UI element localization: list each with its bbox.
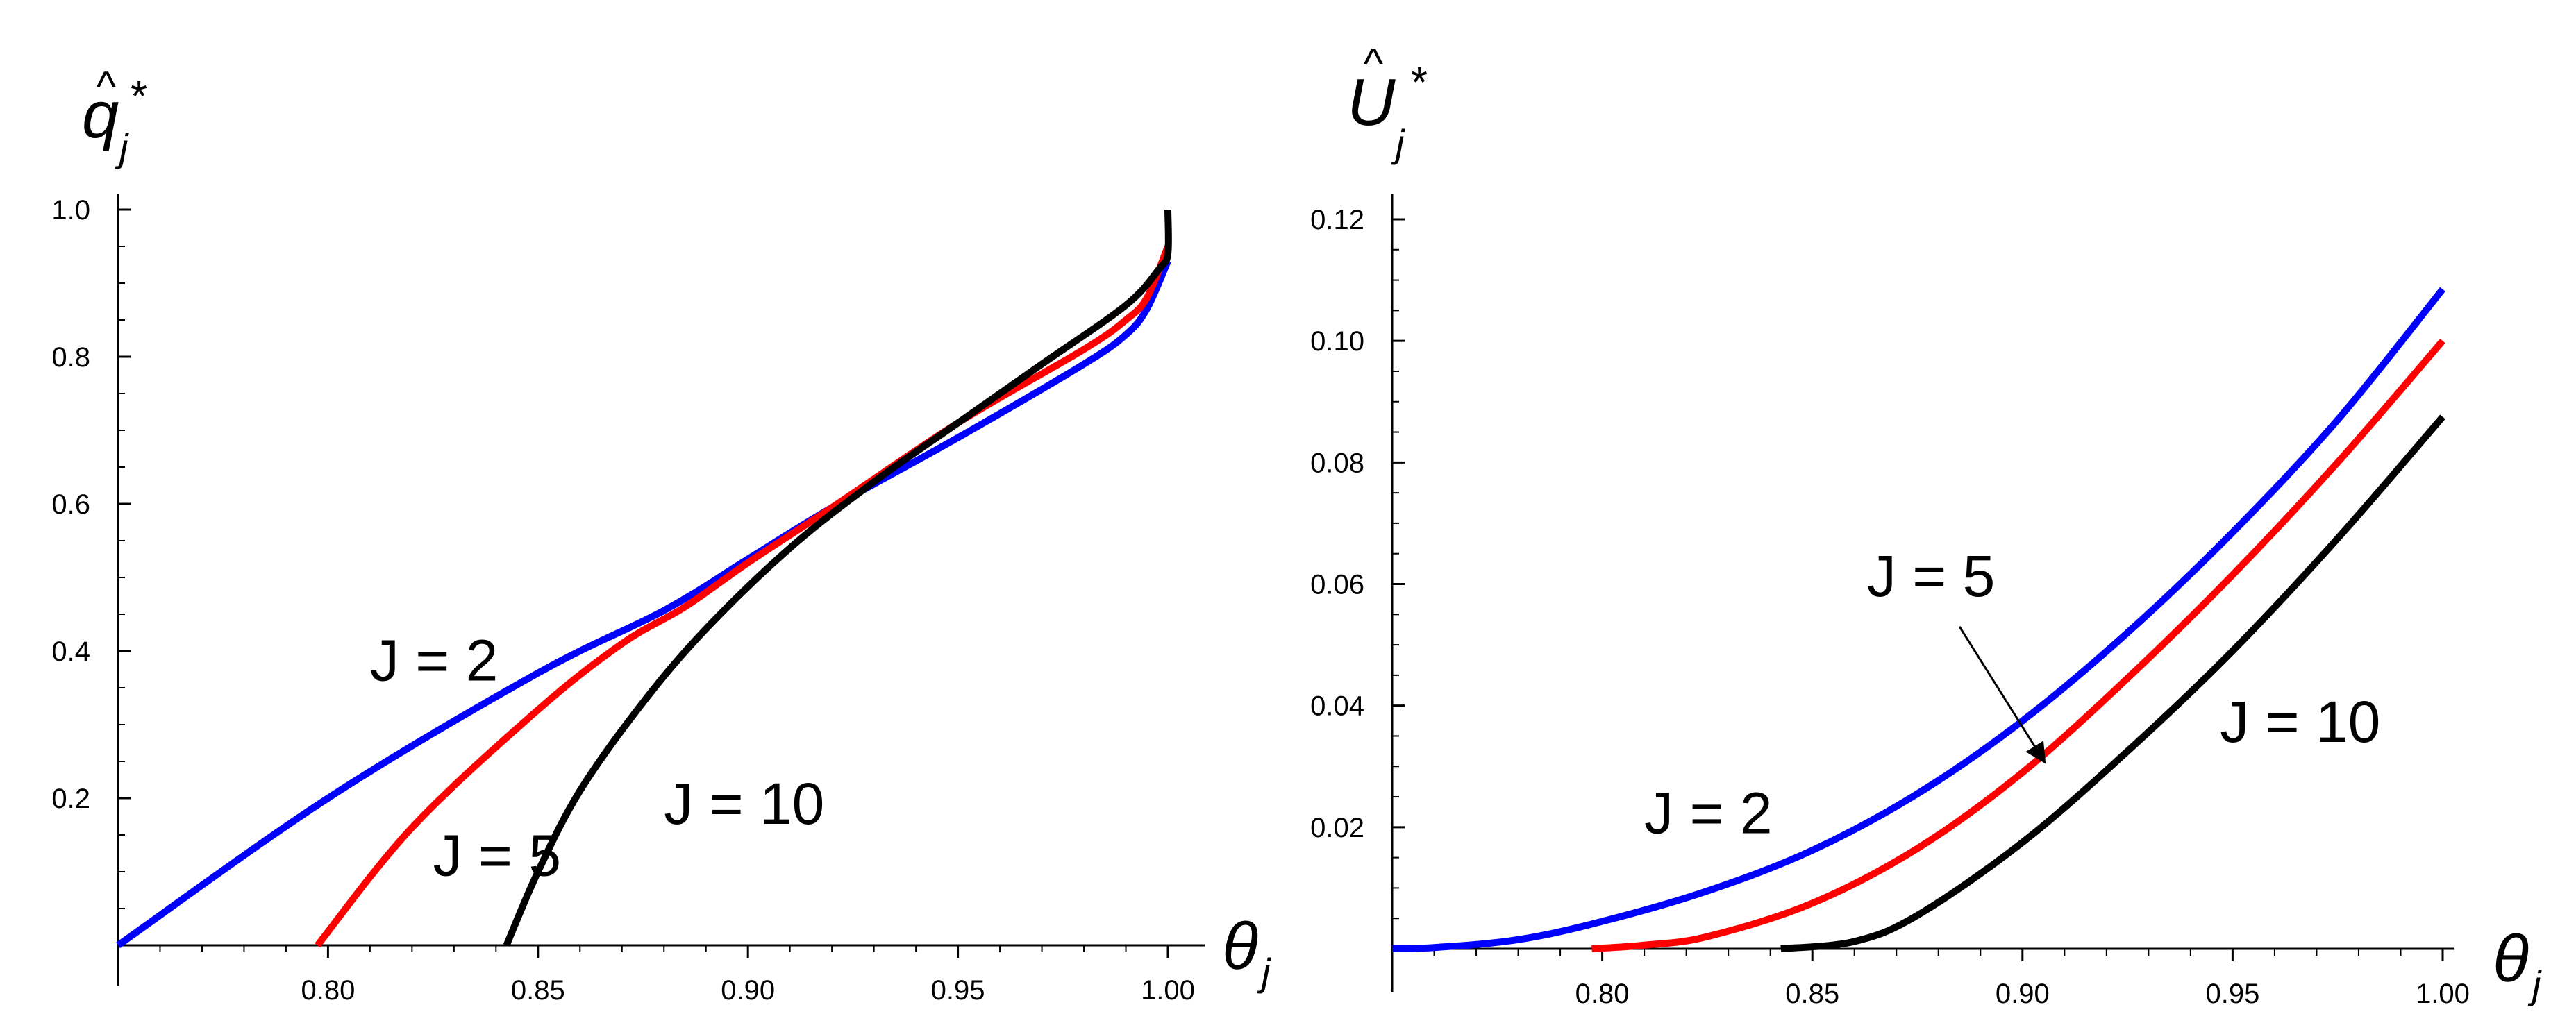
y-tick-label: 1.0	[51, 195, 90, 226]
curve-label: J = 2	[370, 627, 498, 693]
y-tick-label: 0.2	[51, 784, 90, 814]
y-tick-label: 0.12	[1310, 205, 1364, 235]
curve-label: J = 10	[664, 771, 824, 836]
y-axis-title-hat: ^	[1363, 40, 1383, 87]
y-axis-title-star: *	[1411, 59, 1428, 107]
y-tick-label: 0.06	[1310, 570, 1364, 600]
x-axis-title-main: θ	[2493, 922, 2529, 996]
y-tick-label: 0.02	[1310, 813, 1364, 843]
y-tick-label: 0.10	[1310, 326, 1364, 357]
y-tick-label: 0.4	[51, 636, 90, 667]
axis-ticks	[118, 208, 1169, 958]
annotation-arrow	[1958, 626, 2046, 764]
y-tick-label: 0.6	[51, 489, 90, 520]
series-line-j=10	[503, 209, 1172, 947]
x-tick-label: 0.90	[721, 975, 775, 1006]
x-tick-label: 0.85	[1785, 979, 1839, 1009]
x-tick-label: 0.80	[1575, 979, 1630, 1009]
y-tick-label: 0.8	[51, 342, 90, 373]
series-line-j=2	[116, 260, 1171, 949]
y-axis-title-main: U	[1347, 65, 1396, 140]
x-tick-label: 1.00	[2416, 979, 2470, 1009]
x-tick-label: 0.95	[931, 975, 985, 1006]
y-axis-title: U ^ * j	[1347, 40, 1428, 165]
curve-label: J = 2	[1644, 781, 1772, 846]
series-line-j=5	[315, 245, 1171, 948]
y-axis-title-main: q	[82, 78, 119, 152]
curve-label: J = 5	[433, 822, 561, 888]
x-tick-label: 0.95	[2205, 979, 2259, 1009]
y-tick-label: 0.04	[1310, 691, 1364, 722]
x-axis-title-sub: j	[2527, 963, 2542, 1006]
tick-labels: 0.80 0.85 0.90 0.95 1.00 0.02 0.04 0.06 0.08 0.10…	[1310, 205, 2470, 1009]
curve-labels: J = 2 J = 5 J = 10	[370, 627, 825, 888]
x-axis-title-sub: j	[1257, 950, 1271, 994]
x-tick-label: 1.00	[1141, 975, 1195, 1006]
y-axis-title-star: *	[131, 73, 147, 121]
chart-u-hat: U ^ * j θ j 0.80 0.85 0.90 0.95 1.00 0.02 0.04…	[1310, 40, 2542, 1009]
chart-q-hat: q ^ * j θ j 0.80 0.85 0.90 0.95 1.000.20.40.…	[51, 63, 1271, 1006]
series-lines	[1391, 287, 2445, 952]
x-axis-title: θ j	[2493, 922, 2542, 1006]
y-tick-label: 0.08	[1310, 448, 1364, 478]
x-axis-title-main: θ	[1222, 909, 1258, 983]
y-axis-title: q ^ * j	[82, 63, 147, 169]
curve-label: J = 10	[2220, 689, 2380, 754]
tick-labels: 0.80 0.85 0.90 0.95 1.00 0.2 0.4 0.6 0.8 1.0	[51, 195, 1195, 1006]
series-line-j=2	[1391, 287, 2445, 952]
curve-labels: J = 2 J = 5 J = 10	[1644, 543, 2380, 846]
series-line-j=10	[1780, 414, 2445, 952]
series-lines	[116, 209, 1172, 949]
x-tick-label: 0.85	[511, 975, 565, 1006]
curve-label: J = 5	[1867, 543, 1995, 609]
x-axis-title: θ j	[1222, 909, 1271, 994]
x-tick-label: 0.80	[301, 975, 355, 1006]
x-tick-label: 0.90	[1996, 979, 2050, 1009]
axis-ticks	[1392, 218, 2444, 961]
y-axis-title-hat: ^	[96, 63, 116, 110]
series-line-j=5	[1591, 338, 2445, 952]
